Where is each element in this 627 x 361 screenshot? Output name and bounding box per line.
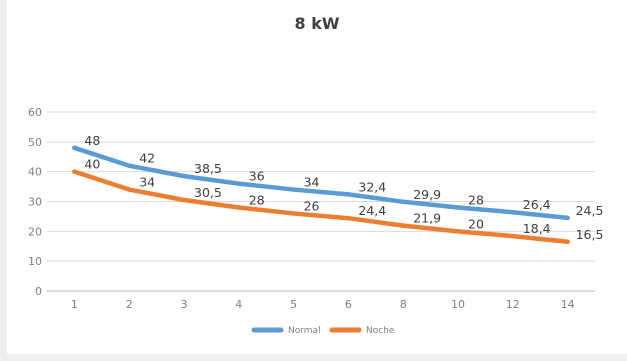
data-point-noche-1 <box>127 187 132 192</box>
x-tick-label-6: 6 <box>345 298 352 311</box>
x-tick-label-4: 4 <box>235 298 242 311</box>
data-label-noche-1: 34 <box>139 175 155 190</box>
data-point-normal-9 <box>565 215 570 221</box>
chart-title: 8 kW <box>294 14 340 33</box>
data-point-noche-0 <box>72 169 77 174</box>
data-label-normal-1: 42 <box>139 151 155 166</box>
data-label-normal-8: 26,4 <box>523 197 551 212</box>
legend-label-noche: Noche <box>366 326 395 336</box>
data-point-noche-7 <box>455 229 461 234</box>
data-point-noche-9 <box>565 239 570 244</box>
y-tick-label-60: 60 <box>28 106 42 119</box>
data-label-noche-4: 26 <box>304 198 320 213</box>
data-point-normal-8 <box>510 210 515 215</box>
data-point-normal-7 <box>455 205 461 210</box>
x-tick-label-12: 12 <box>506 298 520 311</box>
data-point-normal-0 <box>72 145 77 150</box>
x-tick-label-5: 5 <box>290 298 297 311</box>
data-point-normal-3 <box>236 181 241 186</box>
y-tick-label-40: 40 <box>28 166 42 179</box>
data-label-normal-3: 36 <box>249 169 265 184</box>
y-tick-label-30: 30 <box>28 196 42 209</box>
data-point-noche-8 <box>510 233 515 239</box>
data-point-noche-5 <box>346 216 351 221</box>
data-point-noche-3 <box>236 205 241 210</box>
data-label-normal-9: 24,5 <box>576 203 604 218</box>
legend-label-normal: Normal <box>288 326 321 336</box>
data-label-normal-0: 48 <box>84 133 100 148</box>
series-line-noche <box>72 169 570 245</box>
x-tick-label-1: 1 <box>71 298 78 311</box>
x-tick-label-2: 2 <box>126 298 133 311</box>
y-tick-label-50: 50 <box>28 136 42 149</box>
x-tick-label-14: 14 <box>561 298 575 311</box>
data-point-noche-2 <box>181 197 187 203</box>
y-tick-label-0: 0 <box>35 285 42 298</box>
y-tick-label-10: 10 <box>28 255 42 268</box>
data-label-noche-7: 20 <box>468 216 484 231</box>
data-label-noche-8: 18,4 <box>523 221 551 236</box>
data-label-noche-3: 28 <box>249 192 265 207</box>
data-point-normal-4 <box>291 187 296 192</box>
chart-area: 8 kW 0 10 20 30 40 50 60 1 2 3 4 5 6 8 10 12 14 48 42 38,5 3… <box>7 0 627 354</box>
data-point-normal-5 <box>346 192 351 197</box>
x-tick-label-8: 8 <box>400 298 407 311</box>
data-label-noche-9: 16,5 <box>576 227 604 242</box>
x-tick-label-10: 10 <box>451 298 465 311</box>
data-point-noche-6 <box>401 223 406 228</box>
data-point-normal-6 <box>401 199 406 204</box>
data-label-normal-6: 29,9 <box>413 187 441 202</box>
data-label-noche-2: 30,5 <box>194 185 222 200</box>
series-line-normal <box>72 145 570 221</box>
data-label-noche-5: 24,4 <box>358 203 386 218</box>
data-label-noche-6: 21,9 <box>413 211 441 226</box>
data-label-normal-7: 28 <box>468 192 484 207</box>
data-point-normal-2 <box>181 173 187 179</box>
data-point-normal-1 <box>127 163 132 168</box>
y-tick-label-20: 20 <box>28 225 42 238</box>
data-point-noche-4 <box>291 211 296 216</box>
data-label-normal-5: 32,4 <box>358 179 386 194</box>
data-label-noche-0: 40 <box>84 157 100 172</box>
data-label-normal-4: 34 <box>304 175 320 190</box>
x-tick-label-3: 3 <box>181 298 188 311</box>
data-label-normal-2: 38,5 <box>194 161 222 176</box>
